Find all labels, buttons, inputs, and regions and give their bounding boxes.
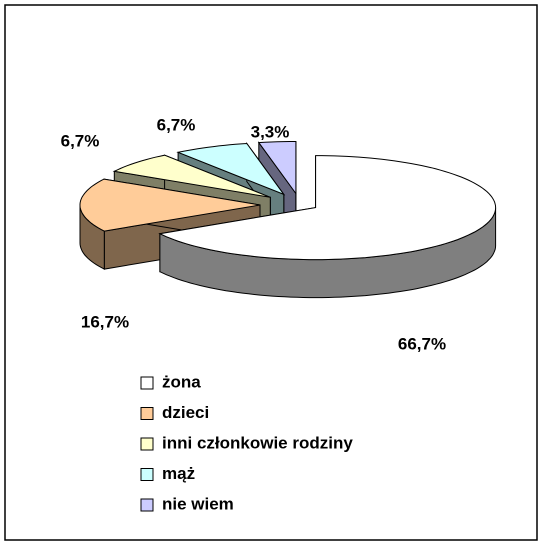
legend-label: nie wiem xyxy=(162,494,234,513)
data-label: 16,7% xyxy=(81,312,129,331)
slice xyxy=(112,154,271,198)
legend-label: inni członkowie rodziny xyxy=(162,433,353,452)
legend-swatch xyxy=(140,498,154,512)
slice xyxy=(257,141,297,196)
slice xyxy=(79,178,261,232)
legend-label: mąż xyxy=(162,464,195,483)
legend-label: żona xyxy=(162,372,201,391)
data-label: 6,7% xyxy=(157,115,196,134)
data-label: 6,7% xyxy=(61,131,100,150)
data-label: 3,3% xyxy=(251,122,290,141)
legend-swatch xyxy=(140,376,154,390)
data-label: 66,7% xyxy=(398,334,446,353)
slice xyxy=(176,142,286,196)
slice xyxy=(158,155,497,261)
legend-label: dzieci xyxy=(162,403,209,422)
legend-swatch xyxy=(140,468,154,481)
legend-swatch xyxy=(140,407,154,420)
legend-swatch xyxy=(140,437,154,451)
